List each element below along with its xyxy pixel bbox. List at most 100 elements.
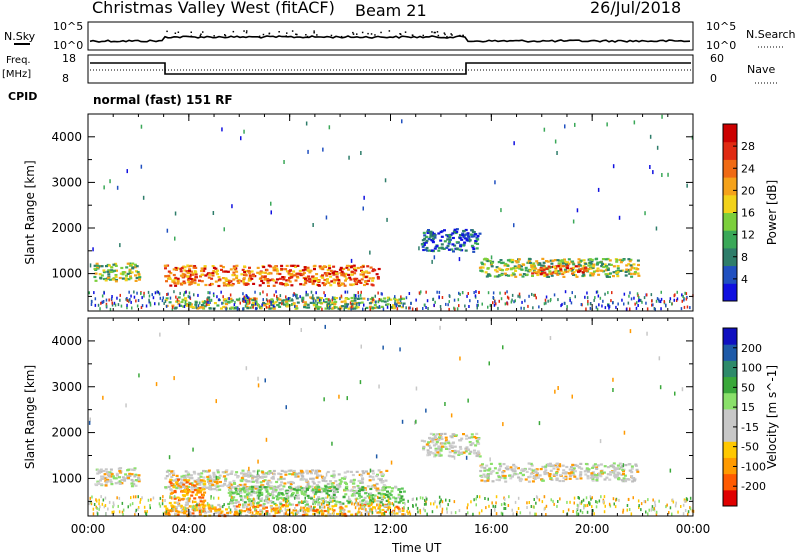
colorbar-cell <box>723 489 737 507</box>
data-cell <box>283 470 287 473</box>
data-cell <box>106 276 110 279</box>
data-cell <box>608 275 611 278</box>
data-cell <box>179 270 183 273</box>
data-cell <box>238 483 242 487</box>
data-cell <box>232 278 236 281</box>
data-cell <box>274 281 278 284</box>
data-cell <box>528 467 532 470</box>
ground-cell <box>254 507 257 511</box>
data-cell <box>270 300 274 303</box>
ground-cell <box>367 297 369 301</box>
data-cell <box>360 481 364 484</box>
data-cell <box>269 487 273 490</box>
ground-cell <box>604 306 607 310</box>
ground-cell <box>251 511 254 515</box>
data-cell <box>486 479 490 482</box>
noise-cell <box>312 223 314 227</box>
data-cell <box>344 272 348 275</box>
data-cell <box>202 469 205 473</box>
data-cell <box>453 228 457 231</box>
ground-cell <box>589 302 592 306</box>
data-cell <box>226 484 230 488</box>
ground-cell <box>323 505 326 509</box>
data-cell <box>377 504 381 507</box>
data-cell <box>575 477 579 480</box>
ground-cell <box>650 293 653 297</box>
ground-cell <box>433 303 435 307</box>
noise-cell <box>658 356 661 361</box>
data-cell <box>341 305 345 308</box>
ground-cell <box>265 496 267 500</box>
data-cell <box>500 261 504 265</box>
data-cell <box>217 509 221 512</box>
data-cell <box>596 267 600 270</box>
data-cell <box>309 269 313 272</box>
noise-cell <box>674 391 676 396</box>
data-cell <box>465 238 469 241</box>
ground-cell <box>601 304 603 308</box>
data-cell <box>256 488 260 491</box>
ground-cell <box>348 495 350 499</box>
ground-cell <box>239 511 242 515</box>
data-cell <box>476 238 480 241</box>
ground-cell <box>197 304 200 308</box>
ground-cell <box>432 297 435 301</box>
data-cell <box>272 473 276 476</box>
data-cell <box>316 474 320 477</box>
noise-cell <box>324 324 326 329</box>
data-cell <box>248 266 251 269</box>
data-cell <box>259 307 263 310</box>
data-cell <box>572 467 576 470</box>
ground-cell <box>671 498 674 502</box>
ground-cell <box>426 512 428 516</box>
data-cell <box>331 485 335 488</box>
data-cell <box>93 267 97 270</box>
noise-cell <box>415 386 418 391</box>
data-cell <box>305 279 309 282</box>
data-cell <box>165 475 169 478</box>
ground-cell <box>405 296 408 300</box>
data-cell <box>451 441 455 444</box>
ground-cell <box>354 506 357 510</box>
ground-cell <box>92 507 95 511</box>
ground-cell <box>312 299 315 303</box>
data-cell <box>497 267 501 270</box>
data-cell <box>236 476 240 479</box>
data-cell <box>167 485 171 488</box>
noise-cell <box>346 396 348 401</box>
data-cell <box>208 476 212 479</box>
data-cell <box>318 265 322 268</box>
data-cell <box>342 267 346 270</box>
data-cell <box>175 501 179 504</box>
data-cell <box>105 470 109 474</box>
data-cell <box>630 266 634 269</box>
ground-cell <box>533 505 535 509</box>
data-cell <box>338 478 342 482</box>
ground-cell <box>315 291 317 295</box>
nsky-point <box>374 34 376 36</box>
data-cell <box>172 486 176 489</box>
data-cell <box>634 463 638 466</box>
data-cell <box>312 277 316 280</box>
ground-cell <box>593 298 595 302</box>
data-cell <box>461 232 465 235</box>
ground-cell <box>519 511 522 515</box>
data-cell <box>300 474 304 477</box>
data-cell <box>170 470 174 473</box>
ground-cell <box>675 501 677 505</box>
data-cell <box>339 266 343 269</box>
data-cell <box>354 278 358 281</box>
ground-cell <box>518 292 521 296</box>
data-cell <box>297 485 301 488</box>
data-cell <box>211 265 215 268</box>
data-cell <box>100 274 104 277</box>
data-cell <box>234 487 238 490</box>
data-cell <box>609 471 613 474</box>
ground-cell <box>358 303 360 306</box>
data-cell <box>347 264 351 268</box>
data-cell <box>525 470 529 473</box>
ground-cell <box>669 297 672 301</box>
ground-cell <box>656 297 659 301</box>
ground-cell <box>262 298 264 302</box>
ground-cell <box>104 504 107 507</box>
